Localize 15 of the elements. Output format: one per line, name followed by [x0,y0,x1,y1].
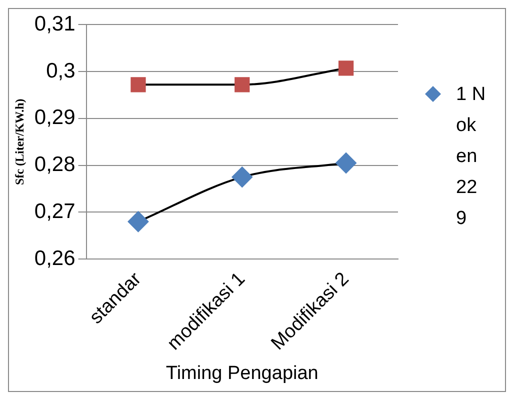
point [232,166,253,188]
y-tick-label: 0,3 [46,59,76,82]
y-tick-label: 0,27 [34,200,76,224]
y-tick-label: 0,31 [34,12,76,36]
legend-label: 1 Noken 229 [456,83,486,231]
y-axis-title: Sfc (Liter/KW.h) [12,98,26,185]
point [234,77,250,92]
y-tick-label: 0,26 [34,246,76,270]
point [336,152,357,174]
y-tick-label: 0,29 [34,106,76,130]
point [338,60,354,76]
point [130,77,146,92]
x-axis-title: Timing Pengapian [166,362,318,384]
y-tick-label: 0,28 [34,153,76,176]
point [128,211,149,232]
